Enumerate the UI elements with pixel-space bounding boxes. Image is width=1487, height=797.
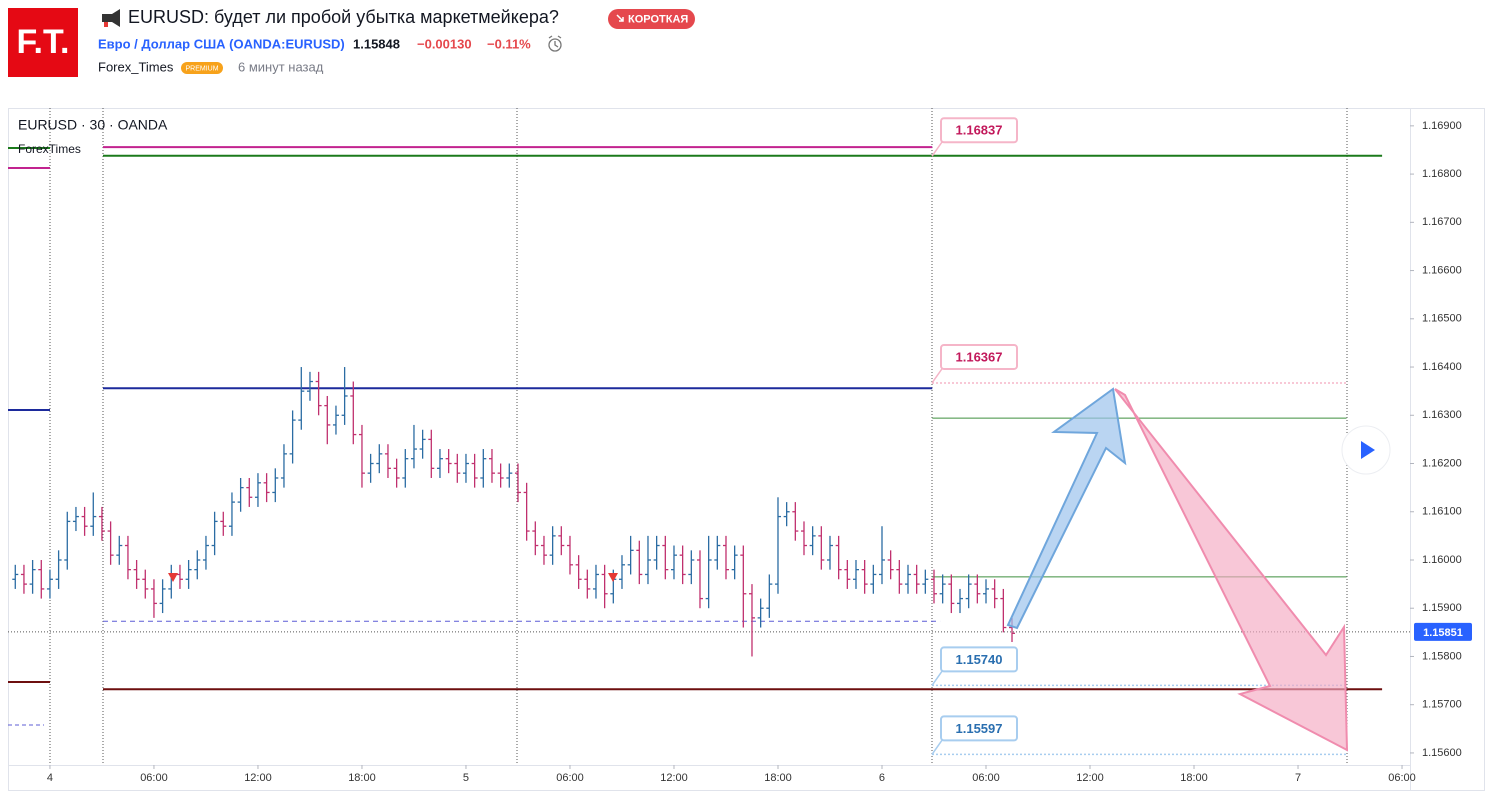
- change-pct: −0.11%: [487, 36, 531, 51]
- annotation-label: 1.15740: [956, 652, 1003, 667]
- idea-title: EURUSD: будет ли пробой убытка маркетмей…: [128, 7, 559, 27]
- annotation-label: 1.16837: [956, 123, 1003, 138]
- post-time: 6 минут назад: [238, 59, 324, 74]
- signal-marker: [608, 573, 618, 582]
- annotation-box: [940, 117, 1018, 144]
- logo-box: [8, 8, 78, 77]
- y-tick-label: 1.16500: [1422, 313, 1462, 325]
- annotation-label: 1.16367: [956, 349, 1003, 364]
- x-tick-label: 06:00: [1388, 772, 1416, 784]
- symbol-link[interactable]: Евро / Доллар США (OANDA:EURUSD): [98, 36, 345, 51]
- author[interactable]: Forex_Times: [98, 59, 174, 74]
- annotation-box: [940, 715, 1018, 742]
- chart-frame: [8, 108, 1485, 791]
- x-tick-label: 18:00: [764, 772, 792, 784]
- current-price-label: 1.15851: [1423, 627, 1463, 639]
- badge: КОРОТКАЯ: [628, 13, 688, 25]
- x-tick-label: 18:00: [1180, 772, 1208, 784]
- down-arrow-drawing: [1114, 388, 1349, 752]
- y-tick-label: 1.16600: [1422, 264, 1462, 276]
- y-tick-label: 1.16000: [1422, 554, 1462, 566]
- plot: 1.16837 1.16367 1.15740 1.15597: [8, 117, 1410, 756]
- left-level-stubs: [8, 147, 50, 726]
- x-tick-label: 06:00: [556, 772, 584, 784]
- y-tick-label: 1.16400: [1422, 361, 1462, 373]
- alarm-icon[interactable]: [548, 35, 562, 52]
- x-tick-label: 18:00: [348, 772, 376, 784]
- x-tick-label: 06:00: [972, 772, 1000, 784]
- y-tick-label: 1.15600: [1422, 747, 1462, 759]
- change: −0.00130: [417, 36, 472, 51]
- x-tick-label: 5: [463, 772, 469, 784]
- y-tick-label: 1.16200: [1422, 457, 1462, 469]
- y-tick-label: 1.16800: [1422, 168, 1462, 180]
- price: 1.15848: [353, 36, 400, 51]
- chart-title: EURUSD · 30 · OANDA: [18, 117, 168, 133]
- indicator-label: ForexTimes: [18, 142, 81, 156]
- annotation-box: [940, 343, 1018, 370]
- signal-marker: [168, 573, 178, 582]
- x-tick-label: 7: [1295, 772, 1301, 784]
- play-icon[interactable]: [1361, 441, 1375, 459]
- x-tick-label: 12:00: [1076, 772, 1104, 784]
- up-arrow-drawing: [1006, 387, 1127, 630]
- logo: F.T.: [17, 23, 70, 61]
- badge-arrow: [616, 14, 624, 22]
- y-tick-label: 1.15800: [1422, 650, 1462, 662]
- x-tick-label: 12:00: [660, 772, 688, 784]
- y-tick-label: 1.16700: [1422, 216, 1462, 228]
- y-tick-label: 1.16300: [1422, 409, 1462, 421]
- annotation-box: [940, 646, 1018, 673]
- current-price-tag: [1414, 622, 1472, 641]
- premium-badge: PREMIUM: [185, 65, 218, 72]
- x-tick-label: 12:00: [244, 772, 272, 784]
- x-tick-label: 4: [47, 772, 53, 784]
- y-tick-label: 1.15900: [1422, 602, 1462, 614]
- premium-bg: [181, 62, 223, 74]
- x-tick-label: 06:00: [140, 772, 168, 784]
- y-tick-label: 1.15700: [1422, 699, 1462, 711]
- badge-bg: [608, 9, 695, 29]
- y-tick-label: 1.16100: [1422, 506, 1462, 518]
- annotation-label: 1.15597: [956, 721, 1003, 736]
- megaphone-icon: [102, 9, 120, 27]
- x-tick-label: 6: [879, 772, 885, 784]
- y-tick-label: 1.16900: [1422, 120, 1462, 132]
